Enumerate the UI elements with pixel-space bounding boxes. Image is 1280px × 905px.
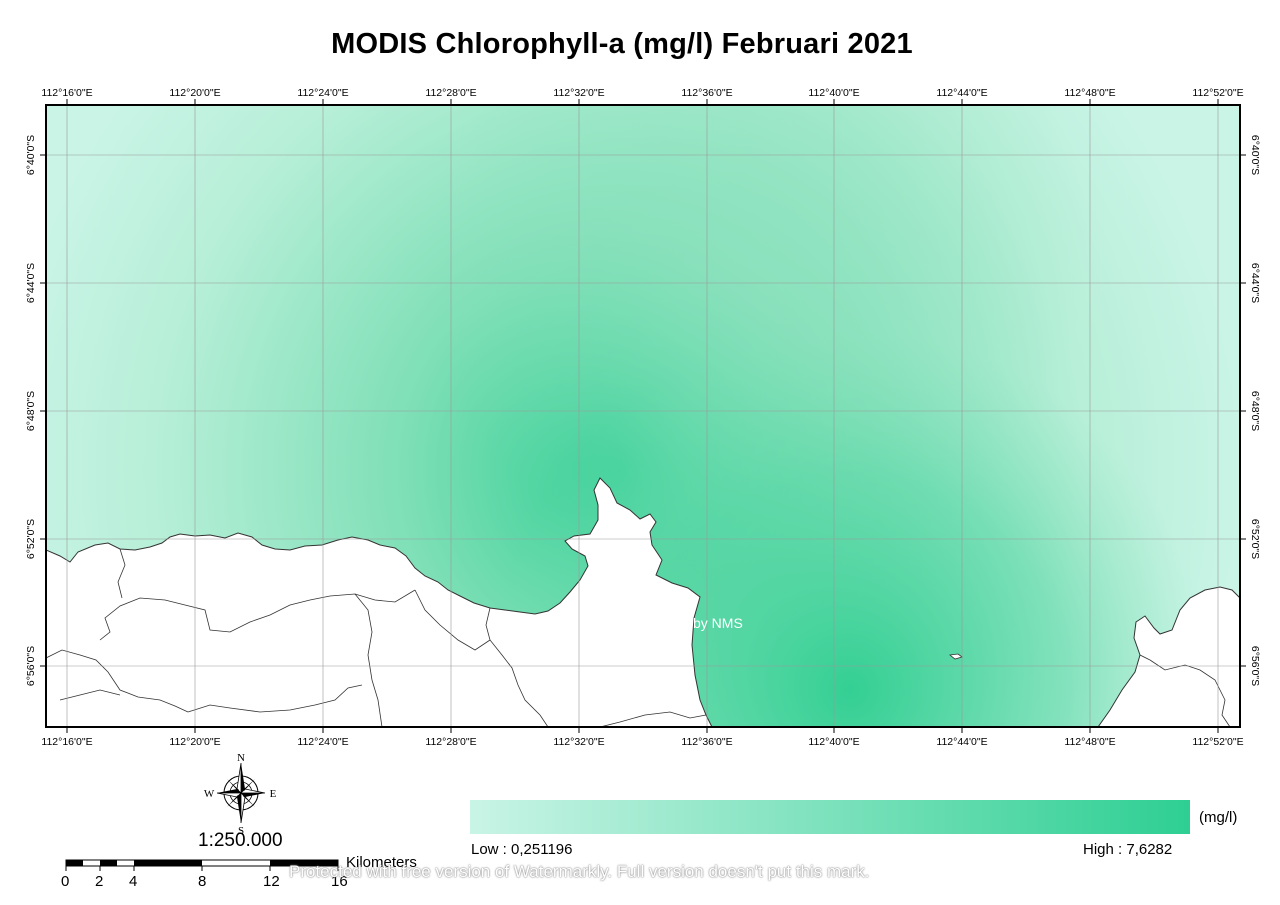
map-credit: by NMS <box>693 615 743 631</box>
longitude-labels-top: 112°16'0"E 112°20'0"E 112°24'0"E 112°28'… <box>41 87 1243 99</box>
lat-label: 6°44'0"S <box>1249 263 1261 303</box>
legend-high-label: High : 7,6282 <box>1083 841 1173 858</box>
scale-ratio: 1:250.000 <box>198 830 283 851</box>
legend-unit: (mg/l) <box>1199 809 1238 826</box>
lon-label: 112°48'0"E <box>1064 87 1115 99</box>
compass-w: W <box>204 788 215 800</box>
lat-label: 6°56'0"S <box>1249 646 1261 686</box>
scalebar-tick: 4 <box>129 873 138 890</box>
lon-label: 112°36'0"E <box>681 736 732 748</box>
lon-label: 112°20'0"E <box>169 87 220 99</box>
scalebar-tick: 16 <box>331 873 348 890</box>
lon-label: 112°28'0"E <box>425 736 476 748</box>
scale-bar <box>65 859 339 871</box>
longitude-labels-bottom: 112°16'0"E 112°20'0"E 112°24'0"E 112°28'… <box>41 736 1243 748</box>
lat-label: 6°52'0"S <box>1249 519 1261 559</box>
watermark-text: Protected with free version of Watermark… <box>289 862 870 881</box>
compass-s: S <box>238 825 244 837</box>
lat-label: 6°44'0"S <box>25 263 37 303</box>
scalebar-tick: 12 <box>263 873 280 890</box>
lat-label: 6°40'0"S <box>25 135 37 175</box>
legend-low-label: Low : 0,251196 <box>471 841 573 858</box>
latitude-labels-right: 6°40'0"S 6°44'0"S 6°48'0"S 6°52'0"S 6°56… <box>1249 135 1261 686</box>
lat-label: 6°56'0"S <box>25 646 37 686</box>
map-frame <box>45 104 1241 728</box>
lat-label: 6°48'0"S <box>1249 391 1261 431</box>
lon-label: 112°32'0"E <box>553 87 604 99</box>
compass-e: E <box>270 788 277 800</box>
lat-label: 6°52'0"S <box>25 519 37 559</box>
scalebar-tick: 0 <box>61 873 70 890</box>
map-title: MODIS Chlorophyll-a (mg/l) Februari 2021 <box>331 28 913 60</box>
lon-label: 112°40'0"E <box>808 87 859 99</box>
lon-label: 112°44'0"E <box>936 736 987 748</box>
latitude-labels-left: 6°40'0"S 6°44'0"S 6°48'0"S 6°52'0"S 6°56… <box>25 135 37 686</box>
lat-label: 6°40'0"S <box>1249 135 1261 175</box>
lon-label: 112°24'0"E <box>297 87 348 99</box>
lon-label: 112°44'0"E <box>936 87 987 99</box>
lat-label: 6°48'0"S <box>25 391 37 431</box>
scalebar-tick: 8 <box>198 873 207 890</box>
scalebar-tick: 2 <box>95 873 104 890</box>
lon-label: 112°28'0"E <box>425 87 476 99</box>
lon-label: 112°16'0"E <box>41 736 92 748</box>
lon-label: 112°24'0"E <box>297 736 348 748</box>
scalebar-unit: Kilometers <box>346 854 417 871</box>
lon-label: 112°52'0"E <box>1192 736 1243 748</box>
lon-label: 112°52'0"E <box>1192 87 1243 99</box>
lon-label: 112°16'0"E <box>41 87 92 99</box>
legend-color-ramp <box>470 800 1190 834</box>
compass-rose-icon: N S E W <box>204 752 277 837</box>
lon-label: 112°48'0"E <box>1064 736 1115 748</box>
lon-label: 112°32'0"E <box>553 736 604 748</box>
admin-boundaries <box>46 548 1231 727</box>
lon-label: 112°40'0"E <box>808 736 859 748</box>
graticule <box>46 105 1240 727</box>
lon-label: 112°36'0"E <box>681 87 732 99</box>
compass-n: N <box>237 752 245 764</box>
land-east <box>1097 586 1240 727</box>
lon-label: 112°20'0"E <box>169 736 220 748</box>
